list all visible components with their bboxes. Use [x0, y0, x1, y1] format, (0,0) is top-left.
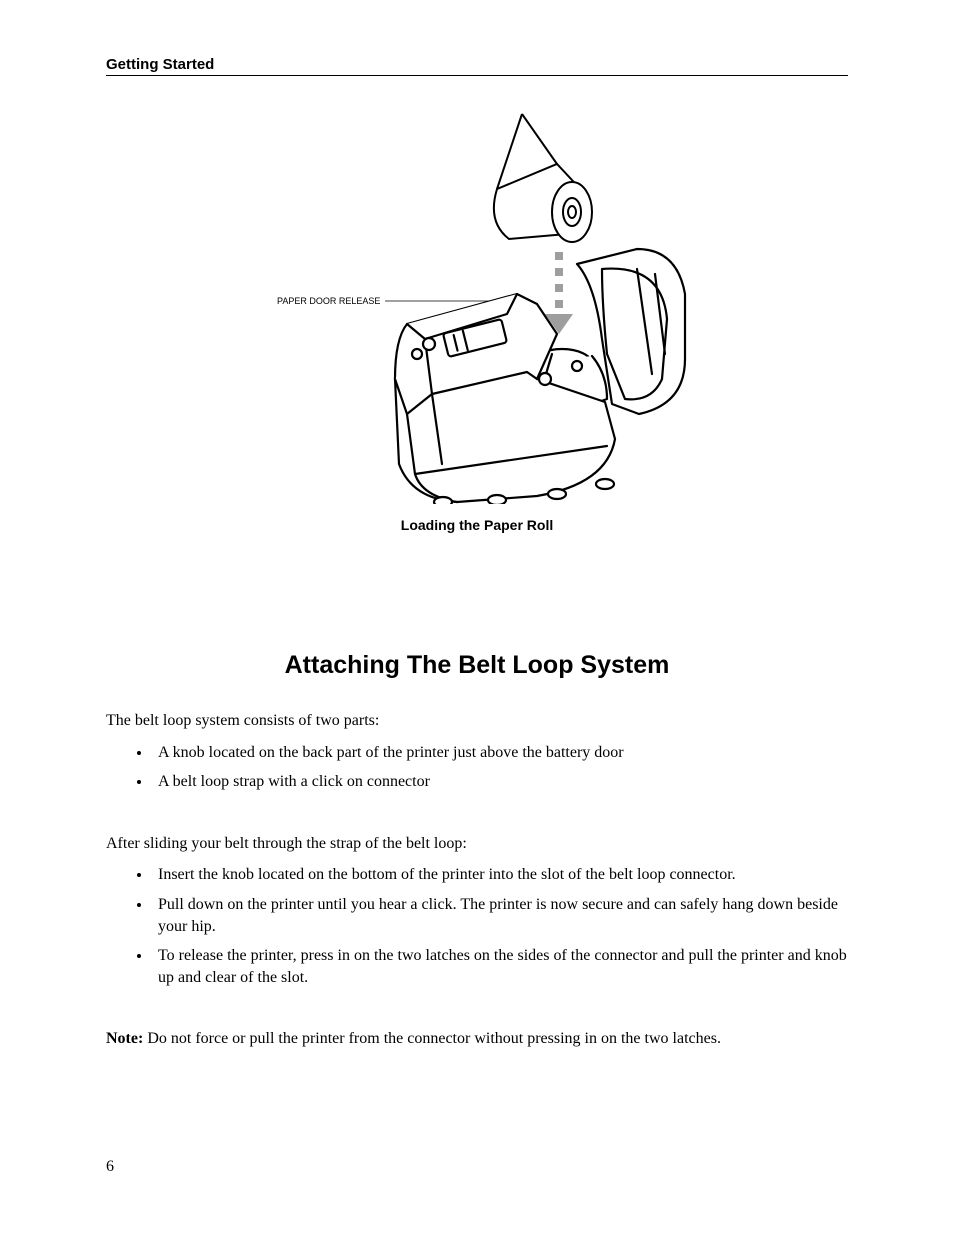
intro-text: The belt loop system consists of two par…	[106, 710, 848, 732]
figure: PAPER DOOR RELEASE	[106, 104, 848, 533]
list-item: Insert the knob located on the bottom of…	[152, 864, 848, 886]
printer-body-icon	[395, 249, 685, 504]
steps-list: Insert the knob located on the bottom of…	[152, 864, 848, 988]
page-number: 6	[106, 1158, 114, 1176]
callout-label: PAPER DOOR RELEASE	[277, 296, 380, 306]
list-item: Pull down on the printer until you hear …	[152, 894, 848, 937]
list-item: A knob located on the back part of the p…	[152, 742, 848, 764]
header-rule	[106, 75, 848, 76]
header-section: Getting Started	[106, 56, 848, 73]
note-label: Note:	[106, 1030, 143, 1047]
parts-list: A knob located on the back part of the p…	[152, 742, 848, 793]
note: Note: Do not force or pull the printer f…	[106, 1028, 848, 1050]
note-text: Do not force or pull the printer from th…	[143, 1030, 721, 1047]
figure-caption: Loading the Paper Roll	[106, 517, 848, 533]
paper-roll-icon	[494, 114, 592, 242]
after-text: After sliding your belt through the stra…	[106, 833, 848, 855]
section-title: Attaching The Belt Loop System	[106, 651, 848, 680]
printer-diagram: PAPER DOOR RELEASE	[207, 104, 747, 504]
list-item: A belt loop strap with a click on connec…	[152, 771, 848, 793]
list-item: To release the printer, press in on the …	[152, 945, 848, 988]
